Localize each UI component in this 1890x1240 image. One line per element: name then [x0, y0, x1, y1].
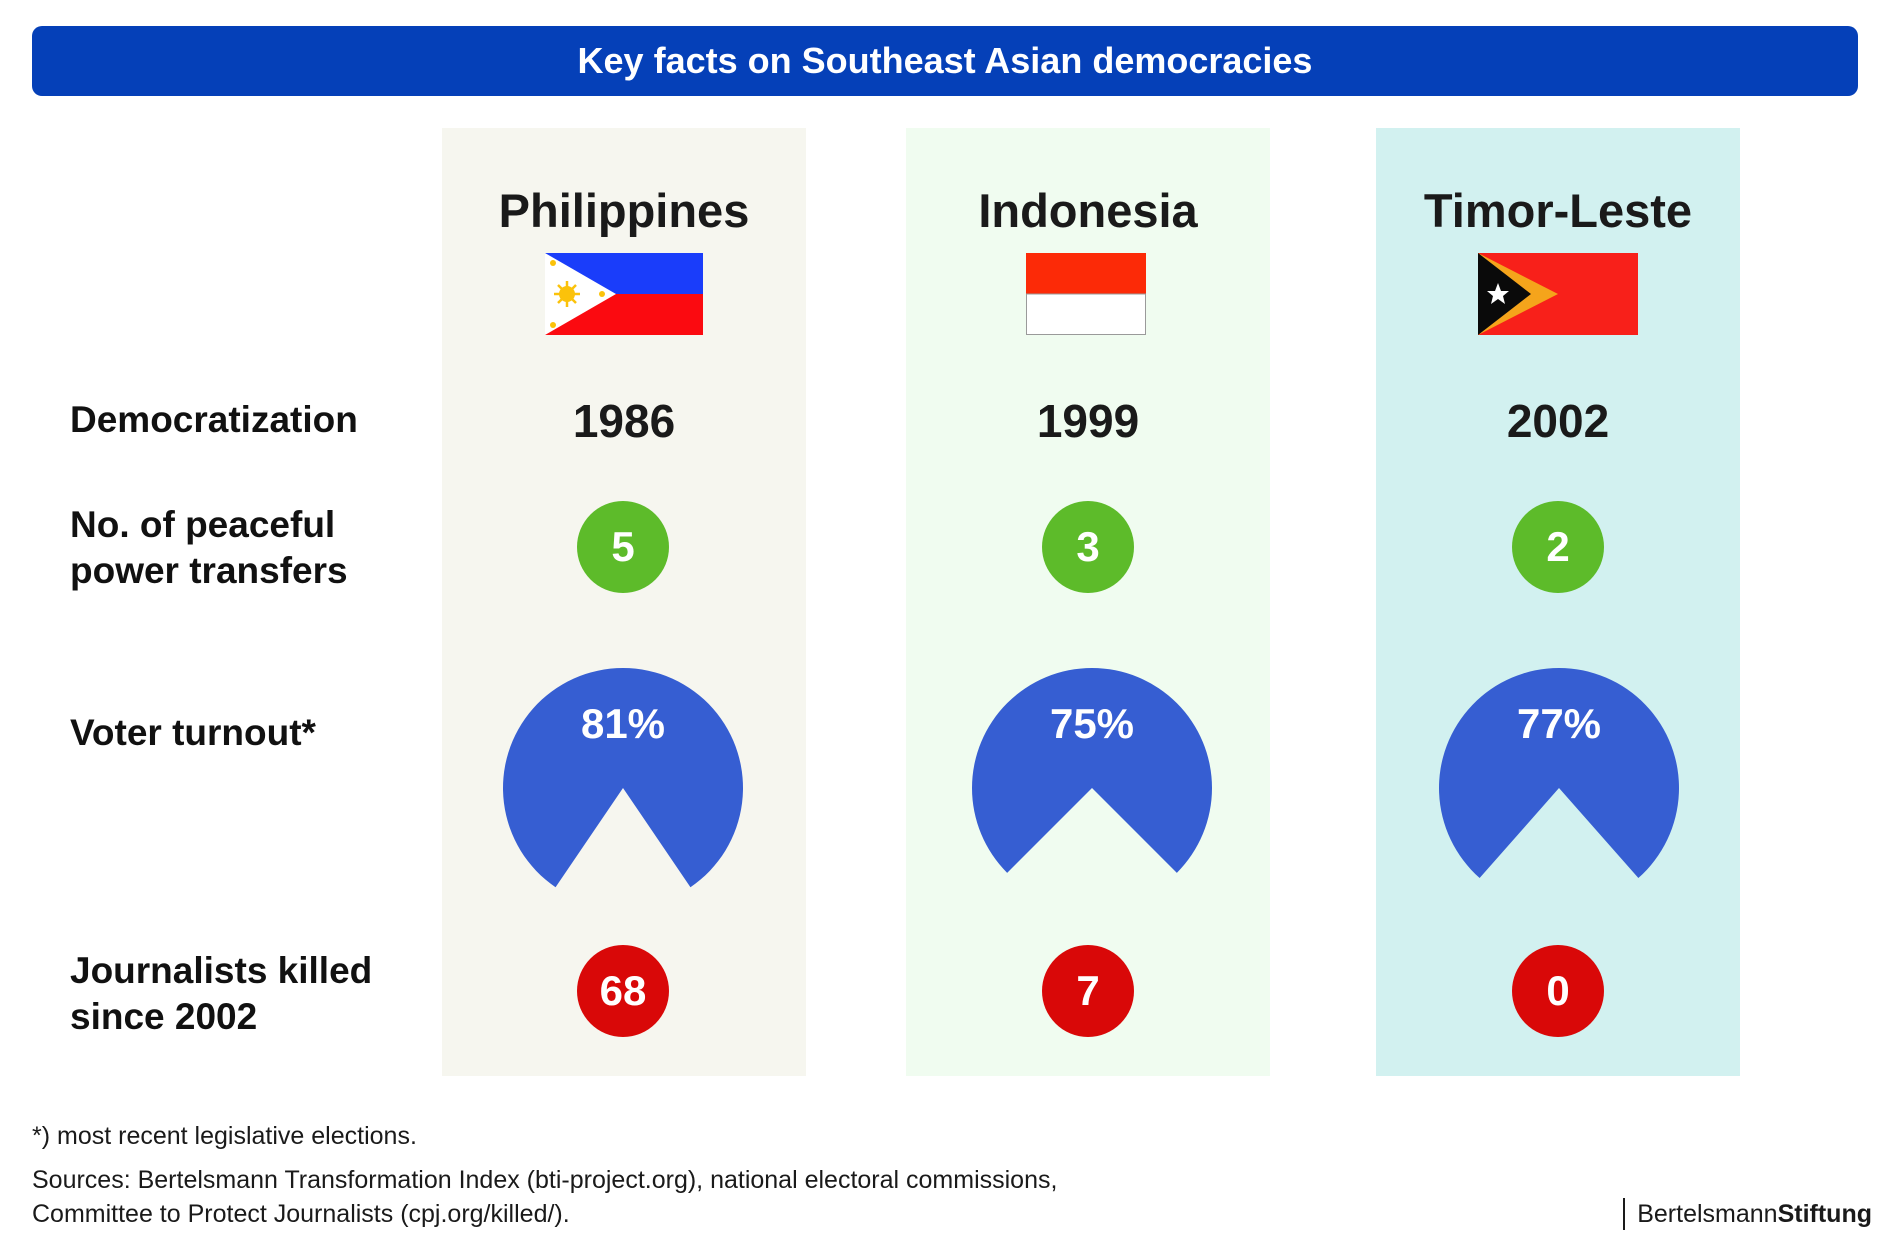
row-label-democratization: Democratization — [70, 399, 358, 440]
country-name-indonesia: Indonesia — [978, 184, 1198, 237]
journalists-badge-philippines: 68 — [577, 945, 669, 1037]
turnout-label-philippines: 81% — [581, 700, 665, 747]
turnout-slice-philippines — [503, 668, 743, 888]
journalists-badge-indonesia: 7 — [1042, 945, 1134, 1037]
democratization-year-timor-leste: 2002 — [1506, 395, 1610, 447]
row-label-peaceful-transfers-line1: No. of peaceful — [70, 504, 336, 545]
row-label-journalists-line1: Journalists killed — [70, 950, 373, 991]
row-label-peaceful-transfers-line2: power transfers — [70, 550, 348, 591]
turnout-label-indonesia: 75% — [1050, 700, 1134, 747]
timor-leste-flag-icon — [1478, 253, 1638, 335]
chart-title: Key facts on Southeast Asian democracies — [577, 40, 1313, 81]
row-label-journalists-line2: since 2002 — [70, 996, 258, 1037]
row-label-journalists-killed: Journalists killed since 2002 — [70, 948, 372, 1040]
title-banner: Key facts on Southeast Asian democracies — [32, 26, 1858, 96]
turnout-pie-indonesia: 75% — [972, 667, 1212, 873]
turnout-slice-indonesia — [972, 667, 1212, 873]
transfers-badge-timor-leste: 2 — [1512, 501, 1604, 593]
country-name-philippines: Philippines — [498, 184, 750, 237]
row-label-peaceful-transfers: No. of peaceful power transfers — [70, 502, 348, 594]
turnout-label-timor-leste: 77% — [1517, 700, 1601, 747]
democratization-year-indonesia: 1999 — [1036, 395, 1140, 447]
transfers-badge-philippines: 5 — [577, 501, 669, 593]
bertelsmann-stiftung-logo: BertelsmannStiftung — [1623, 1198, 1872, 1230]
footnote: *) most recent legislative elections. — [32, 1122, 417, 1150]
transfers-badge-indonesia: 3 — [1042, 501, 1134, 593]
journalists-badge-timor-leste: 0 — [1512, 945, 1604, 1037]
sources: Sources: Bertelsmann Transformation Inde… — [32, 1163, 1057, 1231]
row-label-voter-turnout: Voter turnout* — [70, 712, 316, 753]
democratization-year-philippines: 1986 — [572, 395, 676, 447]
logo-text-part2: Stiftung — [1777, 1200, 1872, 1228]
turnout-pie-timor-leste: 77% — [1439, 667, 1679, 879]
country-name-timor-leste: Timor-Leste — [1423, 184, 1693, 237]
indonesia-flag-icon — [1026, 253, 1146, 335]
logo-text-part1: Bertelsmann — [1637, 1200, 1778, 1228]
turnout-slice-timor-leste — [1439, 667, 1679, 879]
sources-line2: Committee to Protect Journalists (cpj.or… — [32, 1200, 570, 1228]
turnout-pie-philippines: 81% — [503, 668, 743, 888]
philippines-flag-icon — [545, 253, 703, 335]
sources-line1: Sources: Bertelsmann Transformation Inde… — [32, 1166, 1058, 1194]
